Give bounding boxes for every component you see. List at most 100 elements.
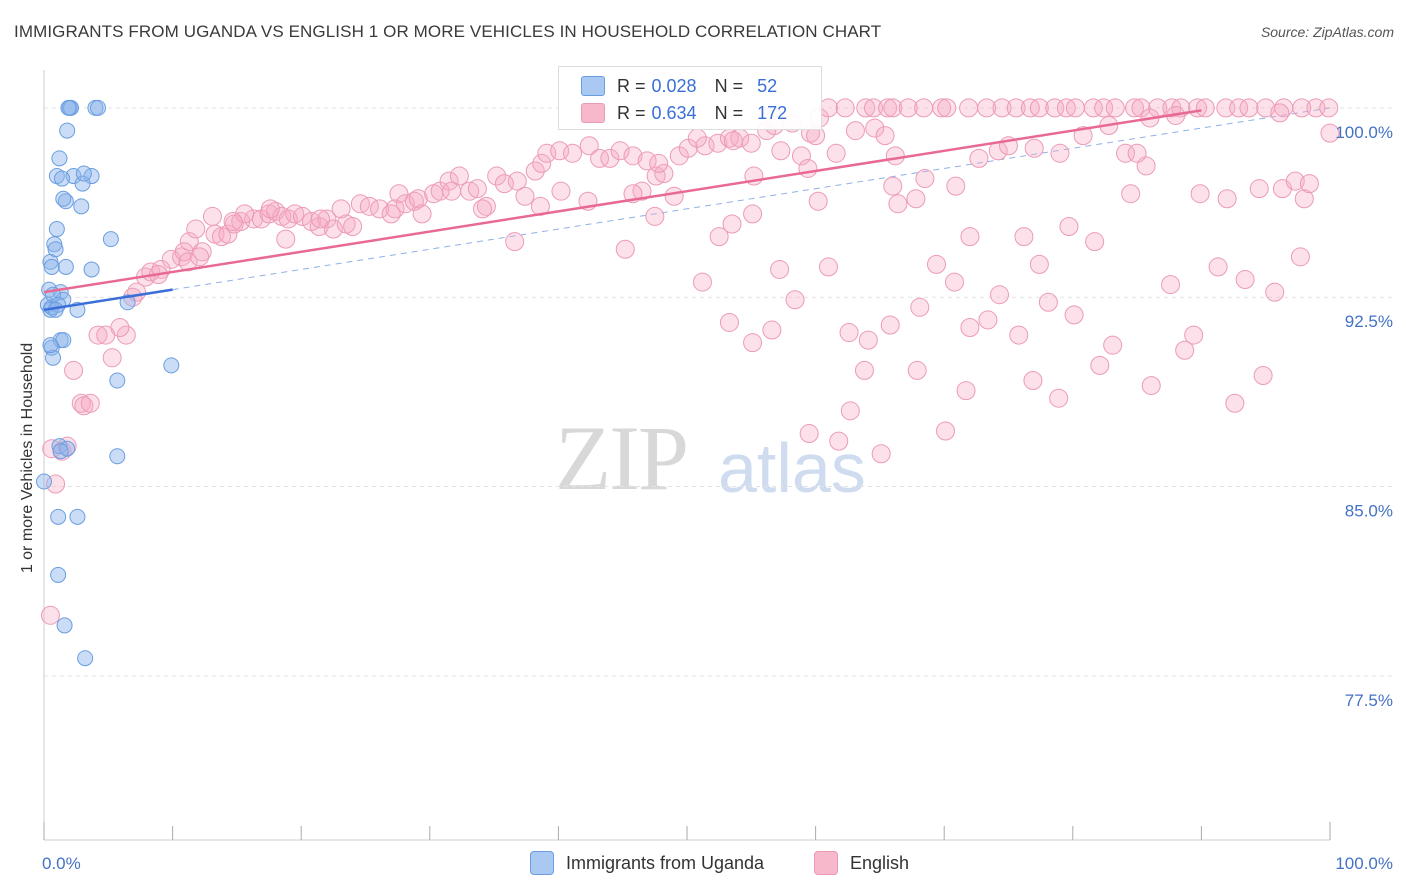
english-point [1045, 98, 1065, 118]
uganda-point [73, 198, 90, 215]
legend-r-value: 0.028 [651, 75, 697, 96]
tick-labels: 77.5% 85.0% 92.5% 100.0% 0.0% 100.0% [42, 123, 1393, 873]
english-point [1190, 184, 1210, 204]
english-point [956, 381, 976, 401]
english-point [818, 98, 838, 118]
english-point [331, 199, 351, 219]
english-point [880, 315, 900, 335]
english-point [915, 169, 935, 189]
english-point [1127, 143, 1147, 163]
uganda-point [48, 221, 65, 238]
english-point [551, 181, 571, 201]
english-point [762, 320, 782, 340]
english-point [1319, 98, 1339, 118]
english-point [883, 176, 903, 196]
legend-item-english[interactable]: English [814, 851, 909, 875]
english-point [1090, 355, 1110, 375]
english-point [858, 330, 878, 350]
english-point [1235, 270, 1255, 290]
english-point [1024, 138, 1044, 158]
english-point [1059, 217, 1079, 237]
legend-n-value: 172 [757, 102, 788, 123]
english-point [190, 247, 210, 267]
english-point [473, 199, 493, 219]
english-point [1023, 371, 1043, 391]
english-point [1294, 189, 1314, 209]
english-point [906, 189, 926, 209]
english-point [442, 181, 462, 201]
english-point [946, 176, 966, 196]
english-point [826, 143, 846, 163]
english-point [960, 227, 980, 247]
english-point [186, 219, 206, 239]
english-point [799, 424, 819, 444]
english-point [910, 297, 930, 317]
uganda-point [74, 175, 91, 192]
legend-row-english: R = 0.634 N = 172 [581, 100, 787, 126]
uganda-point [163, 357, 180, 374]
english-point [610, 141, 630, 161]
uganda-point [46, 236, 63, 253]
english-point [845, 121, 865, 141]
english-point [969, 148, 989, 168]
english-point [649, 153, 669, 173]
english-point [771, 141, 791, 161]
english-point [310, 209, 330, 229]
english-point [278, 209, 298, 229]
english-point [1292, 98, 1312, 118]
uganda-point [75, 165, 92, 182]
uganda-point [55, 190, 72, 207]
uganda-point [50, 566, 67, 583]
english-point [646, 166, 666, 186]
english-point [871, 444, 891, 464]
uganda-point [57, 258, 74, 275]
uganda-point [51, 150, 68, 167]
x-tick-label: 0.0% [42, 854, 81, 873]
english-point [818, 257, 838, 277]
uganda-point [43, 258, 60, 275]
legend-row-uganda: R = 0.028 N = 52 [581, 73, 777, 99]
english-point [898, 98, 918, 118]
english-point [865, 118, 885, 138]
english-point [507, 171, 527, 191]
uganda-point [59, 440, 76, 457]
uganda-point [43, 339, 60, 356]
source-credit: Source: ZipAtlas.com [1260, 24, 1394, 40]
english-point [907, 360, 927, 380]
english-point [1175, 340, 1195, 360]
uganda-point [47, 241, 64, 258]
english-point [654, 164, 674, 184]
watermark-zip: ZIP [555, 407, 689, 509]
english-point [408, 189, 428, 209]
english-point [878, 98, 898, 118]
english-point [223, 211, 243, 231]
english-point [96, 325, 116, 345]
english-point [385, 199, 405, 219]
english-point [937, 98, 957, 118]
english-point [840, 401, 860, 421]
english-point [623, 146, 643, 166]
english-point [1239, 98, 1259, 118]
english-point [741, 133, 761, 153]
english-point [1121, 184, 1141, 204]
english-trend-line [43, 109, 1202, 294]
english-point [64, 360, 84, 380]
english-point [412, 204, 432, 224]
english-point [1320, 123, 1340, 143]
legend-item-uganda[interactable]: Immigrants from Uganda [530, 851, 764, 875]
english-point [235, 204, 255, 224]
english-point [579, 136, 599, 156]
legend-label-english: English [850, 852, 910, 873]
english-point [885, 146, 905, 166]
uganda-point [56, 617, 73, 634]
english-point [218, 224, 238, 244]
english-point [935, 421, 955, 441]
uganda-point [50, 508, 67, 525]
english-point [856, 98, 876, 118]
english-point [1299, 174, 1319, 194]
legend-r-label: R = [617, 102, 646, 123]
english-point [883, 98, 903, 118]
english-point [1014, 227, 1034, 247]
english-point [839, 323, 859, 343]
english-point [723, 131, 743, 151]
